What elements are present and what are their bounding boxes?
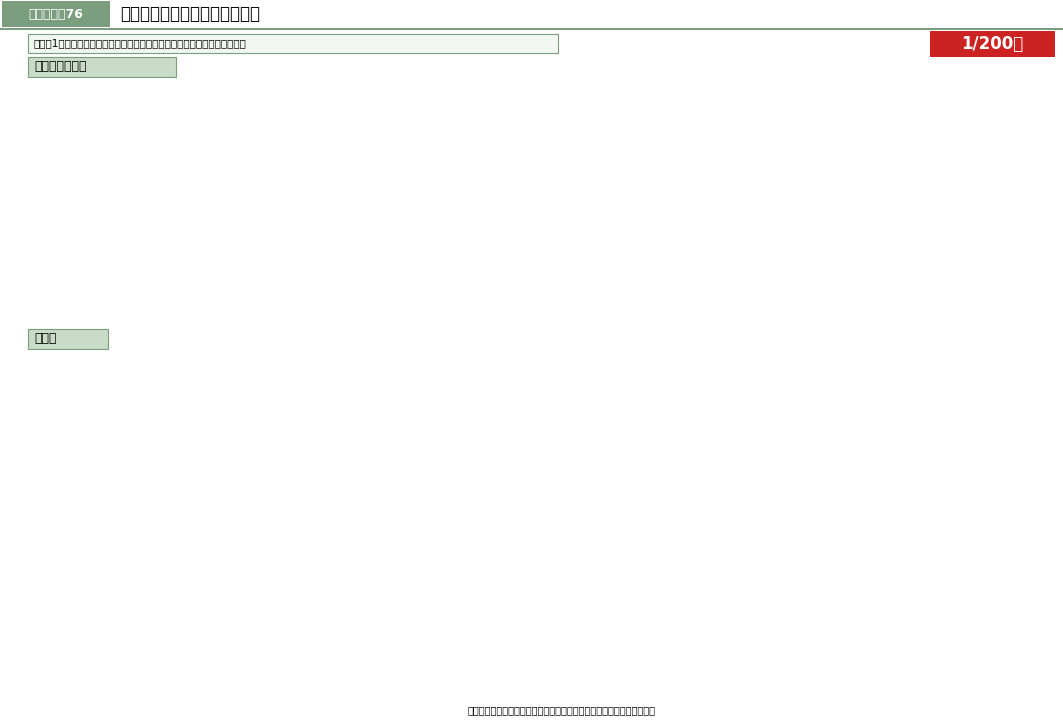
Bar	[130, 567, 146, 658]
Text: 靔500: 靔500	[159, 630, 180, 639]
Text: 靔6,200: 靔6,200	[322, 429, 350, 439]
Text: 靔10: 靔10	[80, 647, 95, 656]
Text: 靔2,000: 靔2,000	[206, 577, 233, 586]
Bar	[137, 202, 170, 351]
Text: ケース1（ポンプ運転：無　燃料補給：無　水門操作：無　ポンプ車：無）: ケース1（ポンプ運転：無 燃料補給：無 水門操作：無 ポンプ車：無）	[34, 38, 247, 48]
Bar	[327, 440, 343, 658]
Text: 靔700: 靔700	[225, 623, 246, 632]
Bar	[146, 605, 162, 658]
Text: 靔1,500: 靔1,500	[140, 595, 167, 604]
Bar	[335, 344, 368, 351]
Bar	[393, 437, 409, 658]
Bar	[0, 0, 1063, 28]
Bar	[203, 347, 236, 351]
Text: 靔2,600: 靔2,600	[124, 556, 151, 565]
Text: 靔1,300: 靔1,300	[420, 602, 446, 611]
Text: 靔19,000: 靔19,000	[70, 338, 104, 347]
Bar	[269, 348, 302, 351]
Text: 利根川の各類型区分別の死者数: 利根川の各類型区分別の死者数	[120, 5, 260, 23]
Bar	[409, 524, 425, 658]
Text: 靔100,000: 靔100,000	[332, 333, 371, 342]
Bar	[343, 528, 359, 658]
Text: 靔100: 靔100	[275, 644, 296, 653]
Bar	[162, 641, 178, 658]
Text: 靔10: 靔10	[294, 647, 308, 656]
Bar	[28, 57, 176, 77]
Legend: 避難琇50%, 避難琇40%, 避難琇80%: 避難琇50%, 避難琇40%, 避難琇80%	[52, 385, 213, 401]
Y-axis label: （人）: （人）	[0, 160, 7, 170]
Text: 浸水区域内人口: 浸水区域内人口	[34, 61, 86, 74]
Bar	[227, 633, 243, 658]
Text: 死者数: 死者数	[34, 333, 56, 346]
Text: 靔3,800: 靔3,800	[404, 514, 432, 523]
Bar	[28, 329, 108, 349]
Text: 靔43,000: 靔43,000	[269, 336, 303, 346]
Y-axis label: （人）: （人）	[0, 397, 7, 407]
Bar	[261, 651, 277, 658]
Bar	[196, 542, 212, 658]
Bar	[401, 343, 434, 351]
Text: 靔61,000: 靔61,000	[202, 335, 236, 344]
Bar	[71, 349, 104, 351]
Bar	[277, 654, 293, 658]
Bar	[425, 612, 441, 658]
Bar	[0, 28, 1063, 30]
Bar	[930, 31, 1054, 57]
Bar	[212, 588, 227, 658]
Text: 1/200年: 1/200年	[961, 35, 1023, 53]
Text: 靔6,300: 靔6,300	[388, 427, 416, 435]
Bar	[359, 616, 375, 658]
Text: 靔3,700: 靔3,700	[338, 518, 365, 526]
Text: 靔1,200: 靔1,200	[354, 605, 381, 615]
Bar	[28, 34, 558, 53]
Text: 図２－３－76: 図２－３－76	[29, 7, 83, 20]
Text: 靔200: 靔200	[259, 641, 280, 649]
Text: 甴2,300,000: 甴2,300,000	[173, 192, 220, 200]
Text: 靔20: 靔20	[64, 647, 79, 656]
Bar	[2, 1, 109, 27]
Text: 0: 0	[101, 648, 106, 656]
Text: 出典：中央防災会議大規模水害対策に関する専門調査会（第９回）資料: 出典：中央防災会議大規模水害対策に関する専門調査会（第９回）資料	[468, 705, 656, 715]
Text: 靔110,000: 靔110,000	[398, 332, 437, 341]
Text: 靔3,300: 靔3,300	[190, 531, 217, 541]
